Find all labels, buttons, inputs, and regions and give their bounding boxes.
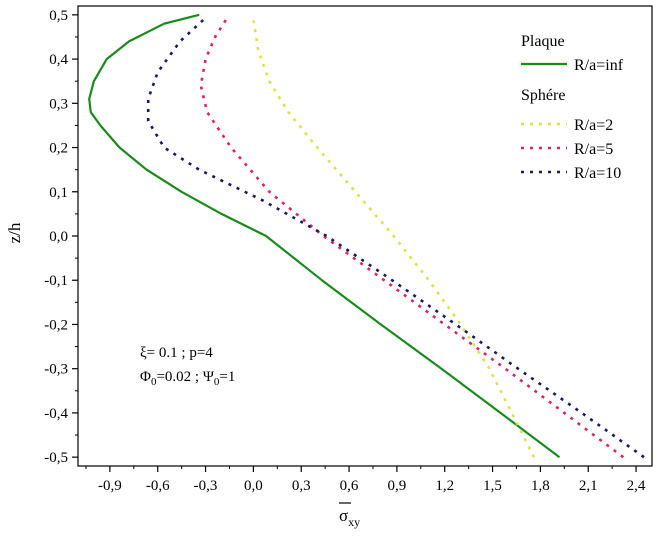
legend-label-2: R/a=5 (574, 141, 613, 158)
y-tick-label: -0,3 (44, 362, 68, 378)
x-axis-title-sub: xy (348, 515, 360, 529)
x-tick-label: 2,1 (579, 478, 598, 494)
legend-group-plaque: Plaque (521, 33, 565, 50)
series-line-3 (146, 18, 645, 459)
anno-phi: Φ (140, 369, 151, 385)
y-tick-label: 0,2 (49, 141, 68, 157)
y-tick-label: 0,0 (49, 229, 68, 245)
series-line-1 (252, 19, 536, 458)
y-tick-label: 0,3 (49, 96, 68, 112)
x-tick-label: 1,2 (435, 478, 454, 494)
x-tick-label: 1,5 (483, 478, 502, 494)
x-tick-label: -0,3 (194, 478, 218, 494)
y-tick-label: -0,5 (44, 450, 68, 466)
x-tick-label: 0,0 (244, 478, 263, 494)
y-tick-label: -0,2 (44, 317, 68, 333)
legend: Plaque R/a=inf Sphére R/a=2 R/a=5 R/a=10 (521, 33, 624, 182)
y-tick-label: 0,5 (49, 8, 68, 24)
anno-psi-sub: 0 (214, 376, 220, 388)
y-axis-title: z/h (5, 222, 24, 243)
x-tick-label: -0,6 (146, 478, 170, 494)
legend-label-0: R/a=inf (574, 57, 624, 74)
y-tick-label: 0,1 (49, 185, 68, 201)
plot-frame (77, 5, 653, 467)
annotation-line-1: ξ= 0.1 ; p=4 (140, 345, 213, 361)
x-tick-label: 0,3 (292, 478, 311, 494)
anno-end: =1 (219, 369, 235, 385)
x-tick-label: 2,4 (627, 478, 646, 494)
series-line-2 (199, 18, 625, 459)
anno-phi-sub: 0 (151, 376, 157, 388)
x-tick-label: 0,9 (388, 478, 407, 494)
x-axis-title: σxy (339, 506, 360, 529)
y-tick-label: -0,4 (44, 406, 68, 422)
x-tick-label: -0,9 (98, 478, 122, 494)
anno-mid: =0.02 ; Ψ (156, 369, 214, 385)
legend-label-1: R/a=2 (574, 117, 613, 134)
series-line-0 (88, 13, 561, 459)
x-tick-label: 0,6 (340, 478, 359, 494)
y-tick-label: -0,1 (44, 273, 68, 289)
x-axis-title-main: σ (339, 506, 348, 525)
legend-label-3: R/a=10 (574, 165, 621, 182)
annotation-line-2: Φ0=0.02 ; Ψ0=1 (140, 369, 235, 388)
y-tick-label: 0,4 (49, 52, 68, 68)
x-tick-label: 1,8 (531, 478, 550, 494)
legend-group-sphere: Sphére (521, 87, 565, 104)
